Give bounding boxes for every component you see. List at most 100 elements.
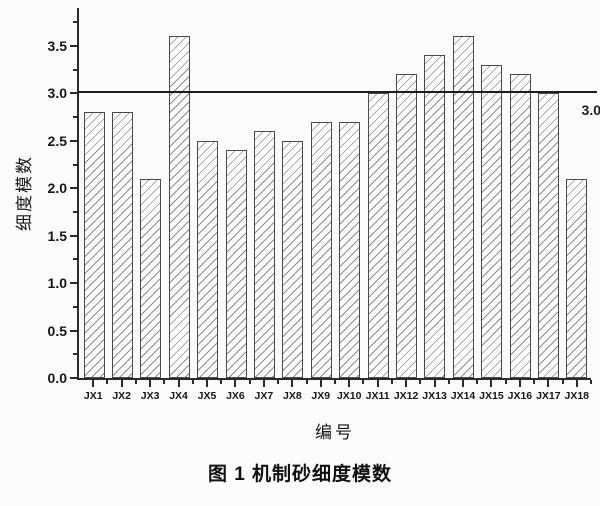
y-tick-major xyxy=(70,234,77,237)
x-tick-major xyxy=(177,380,180,387)
plot-area: 3.0 细度模数 编号 0.0 0.5 1.0 1.5 2.0 2.5 3.0 3.5 JX1 J… xyxy=(15,8,600,442)
x-tick-major xyxy=(518,380,521,387)
y-tick-major xyxy=(70,329,77,332)
x-tick-label: JX15 xyxy=(479,390,504,402)
bar xyxy=(566,178,588,378)
y-tick-label: 3.0 xyxy=(47,85,67,102)
bar-slot xyxy=(137,8,165,378)
x-tick-label: JX1 xyxy=(83,390,103,402)
y-tick-minor xyxy=(73,210,77,213)
bar-slot xyxy=(392,8,420,378)
x-tick-minor xyxy=(334,380,336,384)
x-tick-major xyxy=(490,380,493,387)
x-tick-major xyxy=(149,380,152,387)
bar xyxy=(452,36,474,378)
x-tick-minor xyxy=(106,380,109,384)
y-tick-minor xyxy=(73,116,77,119)
y-tick-minor xyxy=(73,305,77,308)
x-tick-minor xyxy=(248,380,251,384)
bar xyxy=(254,131,276,378)
x-tick-minor xyxy=(590,380,592,384)
bars-container xyxy=(79,8,591,378)
y-tick-label: 0.0 xyxy=(47,370,67,386)
x-tick-minor xyxy=(362,380,365,384)
x-tick-label: JX14 xyxy=(450,390,476,402)
x-tick-label: JX7 xyxy=(254,390,274,402)
bar-slot xyxy=(80,8,108,378)
bar-slot xyxy=(279,8,307,378)
y-tick-label: 2.0 xyxy=(47,180,67,197)
y-tick-minor xyxy=(73,68,77,71)
y-tick-label: 0.5 xyxy=(47,322,67,339)
x-tick-major xyxy=(575,380,578,387)
bar xyxy=(310,121,332,378)
bar xyxy=(424,55,446,378)
bar xyxy=(112,112,134,378)
x-tick-minor xyxy=(504,380,507,384)
x-tick-label: JX2 xyxy=(112,390,131,402)
x-tick-label: JX13 xyxy=(422,390,447,402)
x-tick-major xyxy=(206,380,208,387)
bar-slot xyxy=(222,8,250,378)
x-axis-title: 编号 xyxy=(315,423,355,442)
bar xyxy=(339,121,361,378)
x-tick-major xyxy=(405,380,408,387)
bar-slot xyxy=(336,8,364,378)
y-tick-major xyxy=(70,377,77,379)
bar xyxy=(168,36,190,378)
reference-line-label: 3.0 xyxy=(581,101,600,118)
bar-slot xyxy=(477,8,505,378)
x-tick-minor xyxy=(191,380,194,384)
y-tick-major xyxy=(70,44,77,47)
x-tick-label: JX4 xyxy=(169,390,188,402)
bar-slot xyxy=(165,8,193,378)
bar-slot xyxy=(534,8,562,378)
y-tick-major xyxy=(70,187,77,190)
y-tick-label: 2.5 xyxy=(47,132,67,149)
y-tick-label: 3.5 xyxy=(47,37,67,54)
x-tick-major xyxy=(120,380,123,387)
y-tick-major xyxy=(70,139,77,142)
bar xyxy=(83,112,105,378)
y-tick-major xyxy=(70,282,77,285)
bar-slot xyxy=(307,8,335,378)
x-tick-major xyxy=(348,380,351,387)
x-tick-label: JX18 xyxy=(564,390,590,402)
bar xyxy=(481,64,503,378)
bar-slot xyxy=(421,8,449,378)
x-tick-major xyxy=(433,380,436,387)
x-tick-label: JX8 xyxy=(282,390,302,402)
y-tick-label: 1.5 xyxy=(47,227,67,244)
x-tick-major xyxy=(376,380,379,387)
bar-slot xyxy=(449,8,477,378)
reference-line xyxy=(79,90,597,93)
y-tick-major xyxy=(70,92,77,95)
bar xyxy=(509,74,531,378)
bar xyxy=(197,140,219,378)
y-tick-minor xyxy=(73,258,77,261)
bar-slot xyxy=(506,8,534,378)
x-tick-label: JX11 xyxy=(365,390,390,402)
bar xyxy=(367,93,389,378)
x-tick-minor xyxy=(220,380,223,384)
x-tick-minor xyxy=(134,380,137,384)
x-tick-label: JX17 xyxy=(536,390,561,402)
x-tick-minor xyxy=(561,380,564,384)
x-tick-major xyxy=(547,380,550,387)
x-tick-label: JX9 xyxy=(311,390,331,402)
bar-slot xyxy=(194,8,222,378)
bar xyxy=(537,93,559,378)
x-tick-minor xyxy=(163,380,166,384)
bar xyxy=(140,178,162,378)
bar xyxy=(395,74,417,378)
x-tick-label: JX5 xyxy=(197,390,217,402)
bar xyxy=(225,150,247,378)
bar-slot xyxy=(108,8,136,378)
y-tick-label: 1.0 xyxy=(47,275,67,292)
x-tick-major xyxy=(291,380,294,387)
y-tick-minor xyxy=(73,21,77,24)
x-tick-major xyxy=(234,380,237,387)
bar xyxy=(282,140,304,378)
x-tick-major xyxy=(262,380,265,387)
